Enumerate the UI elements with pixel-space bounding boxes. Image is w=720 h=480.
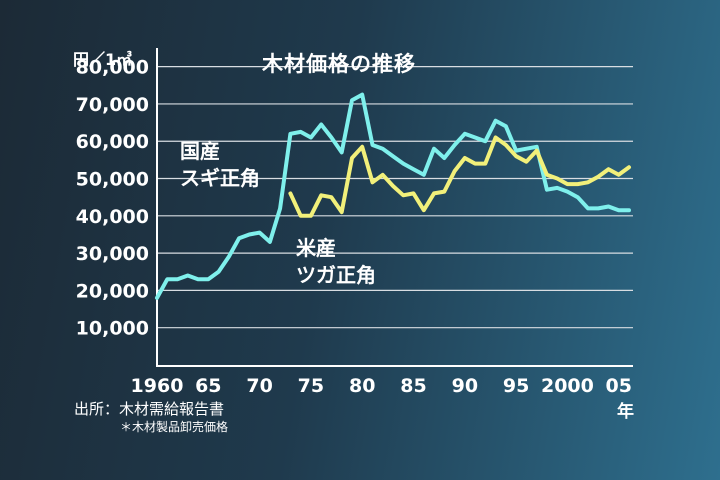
x-tick-label: 2000 — [541, 375, 594, 397]
price-type-note: ＊木材製品卸売価格 — [120, 420, 229, 434]
import-series-label: 米産 ツガ正角 — [296, 235, 376, 289]
y-tick-label: 40,000 — [76, 206, 149, 228]
import-label-line2: ツガ正角 — [296, 263, 376, 287]
import-label-line1: 米産 — [296, 236, 336, 260]
x-tick-label: 80 — [349, 375, 375, 397]
y-tick-label: 30,000 — [76, 243, 149, 265]
y-tick-label: 50,000 — [76, 169, 149, 191]
x-tick-label: 70 — [246, 375, 272, 397]
domestic-label-line1: 国産 — [180, 139, 220, 163]
y-tick-label: 70,000 — [76, 94, 149, 116]
x-tick-label: 1960 — [131, 375, 184, 397]
y-tick-label: 10,000 — [76, 318, 149, 340]
x-tick-label: 75 — [298, 375, 324, 397]
x-tick-label: 95 — [503, 375, 529, 397]
x-tick-label: 65 — [195, 375, 221, 397]
source-note: 出所：木材需給報告書 — [74, 400, 225, 418]
x-axis-unit-label: 年 — [617, 402, 634, 422]
y-axis-unit-label: 円／1㎥ — [73, 50, 133, 69]
x-tick-label: 85 — [400, 375, 426, 397]
y-tick-label: 20,000 — [76, 280, 149, 302]
y-tick-label: 80,000 — [76, 57, 149, 79]
y-tick-label: 60,000 — [76, 131, 149, 153]
domestic-label-line2: スギ正角 — [180, 166, 260, 190]
domestic-sugi-price-line — [155, 92, 631, 300]
domestic-series-label: 国産 スギ正角 — [180, 138, 260, 192]
x-tick-label: 05 — [606, 375, 632, 397]
import-tsuga-price-line — [288, 135, 631, 218]
x-tick-label: 90 — [452, 375, 478, 397]
chart-title: 木材価格の推移 — [262, 52, 416, 76]
